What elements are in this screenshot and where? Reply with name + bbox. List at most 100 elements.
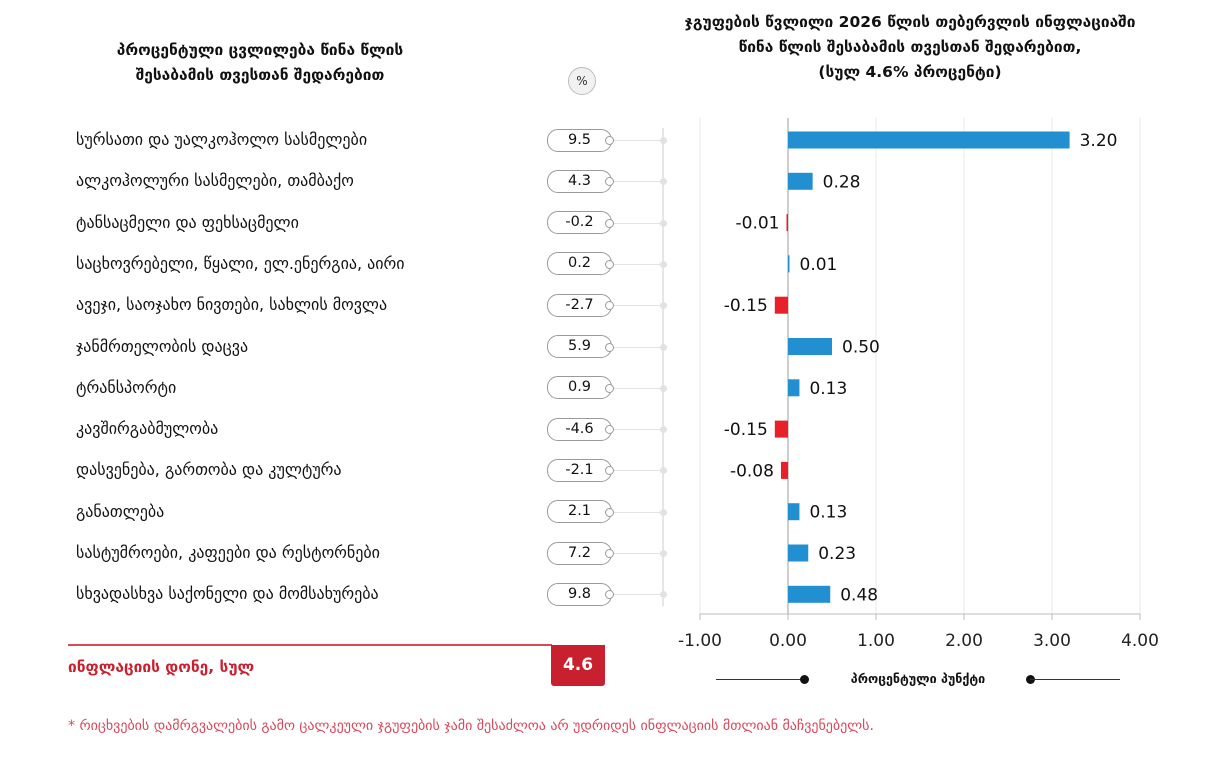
pill-connector-dot bbox=[605, 549, 614, 558]
connector-vertical-line bbox=[662, 128, 664, 606]
total-inflation-value: 4.6 bbox=[551, 645, 605, 686]
total-divider bbox=[68, 644, 552, 646]
bar bbox=[788, 338, 832, 355]
bar bbox=[786, 214, 788, 232]
row-connector-line bbox=[613, 429, 663, 431]
x-tick-label: 3.00 bbox=[1033, 631, 1071, 651]
bar bbox=[788, 503, 800, 521]
category-label: ტანსაცმელი და ფეხსაცმელი bbox=[76, 212, 299, 232]
bars bbox=[774, 131, 1070, 603]
connector-dot bbox=[659, 219, 667, 227]
total-inflation-label: ინფლაციის დონე, სულ bbox=[68, 658, 255, 676]
bar bbox=[788, 172, 813, 190]
bar bbox=[788, 544, 809, 562]
bar-value-label: 0.13 bbox=[809, 503, 847, 523]
category-label: კავშირგაბმულობა bbox=[76, 419, 219, 439]
bar-value-label: 0.48 bbox=[840, 585, 878, 605]
bar-value-label: -0.15 bbox=[724, 420, 768, 440]
category-label: დასვენება, გართობა და კულტურა bbox=[76, 460, 342, 480]
left-panel-title: პროცენტული ცვლილება წინა წლის შესაბამის … bbox=[40, 38, 480, 88]
row-connector-line bbox=[613, 594, 663, 596]
bar-value-label: -0.01 bbox=[736, 214, 780, 234]
axis-unit-left-line bbox=[716, 679, 804, 680]
category-label: განათლება bbox=[76, 501, 165, 521]
gridlines bbox=[699, 118, 1141, 614]
pill-connector-dot bbox=[605, 301, 614, 311]
value-labels: 3.20 0.28 -0.01 0.01 -0.15 0.50 0.13 -0.15 -0.08… bbox=[724, 131, 1118, 605]
connector-dot bbox=[659, 550, 667, 557]
pill-connector-dot bbox=[605, 342, 614, 352]
row-connector-line bbox=[613, 263, 663, 265]
bar bbox=[774, 420, 788, 438]
row-connector-line bbox=[613, 222, 663, 224]
category-label: ავეჯი, საოჯახო ნივთები, სახლის მოვლა bbox=[76, 295, 388, 315]
percent-change-pill: 4.3 bbox=[547, 169, 612, 193]
connector-dot bbox=[659, 384, 667, 392]
pill-connector-dot bbox=[605, 259, 614, 269]
percent-change-pill: 9.8 bbox=[547, 582, 612, 606]
footnote: * რიცხვების დამრგვალების გამო ცალკეული ჯ… bbox=[68, 718, 874, 734]
row-connector-line bbox=[613, 553, 663, 554]
connector-dot bbox=[659, 178, 667, 186]
percent-change-pill: -4.6 bbox=[547, 417, 612, 441]
bar-value-label: -0.08 bbox=[730, 461, 774, 481]
row-connector-line bbox=[613, 140, 663, 141]
bar-value-label: 0.28 bbox=[823, 172, 861, 192]
bar bbox=[788, 255, 790, 273]
pill-connector-dot bbox=[605, 383, 614, 393]
row-connector-line bbox=[613, 470, 663, 472]
pill-connector-dot bbox=[605, 590, 614, 600]
connector-dot bbox=[659, 260, 667, 268]
category-label: ტრანსპორტი bbox=[76, 377, 177, 397]
x-tick-label: -1.00 bbox=[678, 631, 722, 651]
pill-connector-dot bbox=[605, 466, 614, 476]
category-label: ალკოჰოლური სასმელები, თამბაქო bbox=[76, 171, 354, 191]
chart-title: ჯგუფების წვლილი 2026 წლის თებერვლის ინფლ… bbox=[630, 10, 1190, 85]
row-connector-line bbox=[613, 511, 663, 513]
bar-value-label: 0.23 bbox=[818, 544, 856, 564]
percent-unit-badge: % bbox=[568, 67, 596, 95]
bar-value-label: 0.50 bbox=[842, 338, 880, 358]
x-tick-label: 1.00 bbox=[857, 631, 895, 651]
category-label: სასტუმროები, კაფეები და რესტორნები bbox=[76, 543, 380, 562]
bar bbox=[788, 131, 1070, 149]
bar bbox=[788, 585, 831, 603]
x-tick-label: 2.00 bbox=[945, 631, 983, 651]
chart-title-line2: წინა წლის შესაბამის თვესთან შედარებით, bbox=[738, 38, 1082, 56]
percent-change-pill: -2.1 bbox=[547, 458, 612, 482]
category-label: სურსათი და უალკოჰოლო სასმელები bbox=[76, 130, 368, 149]
category-label: საცხოვრებელი, წყალი, ელ.ენერგია, აირი bbox=[76, 253, 405, 273]
percent-change-pill: -2.7 bbox=[547, 293, 612, 317]
x-axis-unit-label: პროცენტული პუნქტი bbox=[716, 669, 1120, 689]
percent-change-pill: 0.2 bbox=[547, 252, 612, 276]
category-label: ჯანმრთელობის დაცვა bbox=[76, 336, 249, 356]
left-title-line1: პროცენტული ცვლილება წინა წლის bbox=[116, 41, 404, 59]
connector-dot bbox=[659, 508, 667, 516]
axis-unit-left-dot bbox=[800, 675, 809, 684]
percent-change-pill: 7.2 bbox=[547, 541, 612, 565]
pill-connector-dot bbox=[605, 136, 614, 145]
connector-dot bbox=[659, 302, 667, 310]
left-title-line2: შესაბამის თვესთან შედარებით bbox=[135, 66, 385, 84]
bar-value-label: -0.15 bbox=[724, 296, 768, 316]
connector-dot bbox=[659, 426, 667, 434]
pill-connector-dot bbox=[605, 177, 614, 187]
x-tick-label: 0.00 bbox=[769, 631, 807, 651]
chart-title-line3: (სულ 4.6% პროცენტი) bbox=[818, 63, 1002, 81]
percent-change-pill: 2.1 bbox=[547, 500, 612, 524]
bar bbox=[788, 379, 800, 397]
connector-dot bbox=[659, 467, 667, 475]
bar-value-label: 0.13 bbox=[809, 379, 847, 399]
row-connector-line bbox=[613, 346, 663, 348]
connector-dot bbox=[659, 137, 667, 144]
bar bbox=[774, 296, 788, 314]
x-tick-label: 4.00 bbox=[1121, 631, 1159, 651]
bar bbox=[780, 461, 788, 479]
bar-value-label: 3.20 bbox=[1080, 131, 1118, 151]
connector-dot bbox=[659, 591, 667, 599]
bar-value-label: 0.01 bbox=[800, 255, 838, 275]
pill-connector-dot bbox=[605, 507, 614, 517]
row-connector-line bbox=[613, 387, 663, 389]
row-connector-line bbox=[613, 181, 663, 183]
